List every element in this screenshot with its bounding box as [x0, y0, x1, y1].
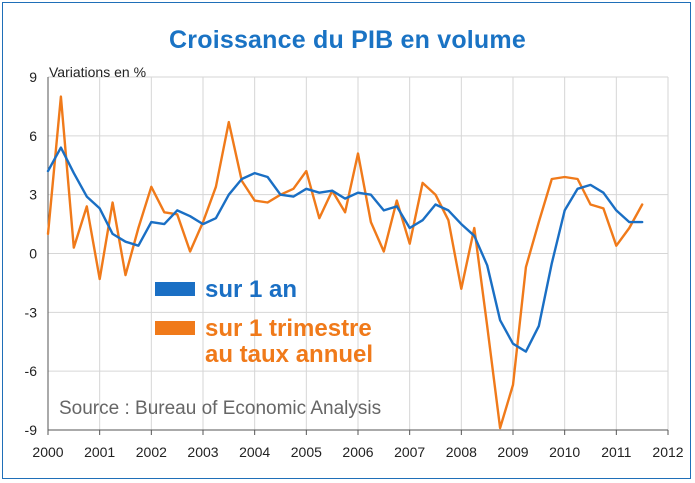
x-tick-label-2004: 2004	[239, 444, 270, 460]
y-tick-label--3: -3	[25, 304, 38, 320]
chart-frame	[2, 2, 691, 479]
x-tick-label-2008: 2008	[446, 444, 477, 460]
x-tick-label-2011: 2011	[601, 444, 631, 460]
x-tick-label-2009: 2009	[497, 444, 528, 460]
legend: sur 1 an sur 1 trimestre au taux annuel	[155, 276, 373, 368]
legend-label-sur-1-trimestre-line1: sur 1 trimestre	[205, 315, 372, 342]
x-tick-label-2012: 2012	[652, 444, 683, 460]
y-tick-label-0: 0	[29, 246, 37, 262]
grid	[47, 76, 669, 431]
chart-title: Croissance du PIB en volume	[169, 26, 526, 54]
x-tick-label-2010: 2010	[549, 444, 580, 460]
source-note: Source : Bureau of Economic Analysis	[59, 398, 381, 419]
y-tick-label-9: 9	[29, 69, 37, 85]
x-tick-label-2001: 2001	[84, 444, 115, 460]
y-tick-label--9: -9	[25, 422, 38, 438]
series-line-sur-1-an	[46, 146, 644, 353]
axes: 2000 2001 2002 2003 2004 2005 2006 2007 2008 2009…	[25, 69, 684, 460]
series-line-sur-1-trimestre	[46, 95, 644, 430]
series-group	[46, 95, 644, 430]
legend-swatch-sur-1-trimestre	[155, 321, 195, 335]
x-tick-label-2005: 2005	[291, 444, 322, 460]
y-tick-label-6: 6	[29, 128, 37, 144]
x-tick-label-2000: 2000	[32, 444, 63, 460]
x-tick-label-2003: 2003	[187, 444, 218, 460]
legend-label-sur-1-trimestre-line2: au taux annuel	[205, 341, 373, 368]
y-axis-label: Variations en %	[49, 64, 146, 80]
y-tick-label-3: 3	[29, 187, 37, 203]
legend-label-sur-1-an: sur 1 an	[205, 276, 297, 303]
x-tick-label-2006: 2006	[342, 444, 373, 460]
legend-swatch-sur-1-an	[155, 282, 195, 296]
y-tick-label--6: -6	[25, 363, 38, 379]
x-tick-label-2007: 2007	[394, 444, 425, 460]
x-tick-label-2002: 2002	[136, 444, 167, 460]
